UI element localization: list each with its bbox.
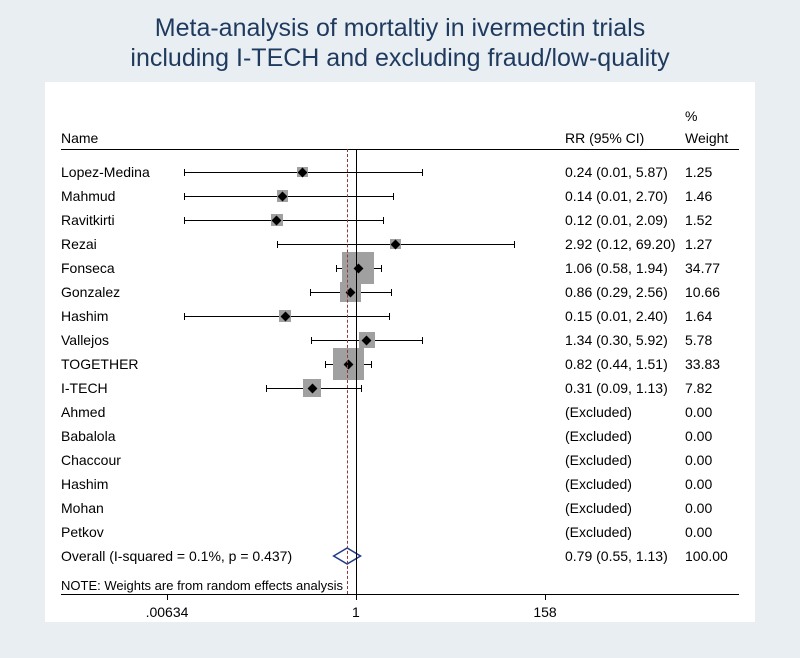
axis-label: 1 xyxy=(316,604,396,620)
axis-line xyxy=(167,594,545,595)
axis-label: .00634 xyxy=(127,604,207,620)
axis-label: 158 xyxy=(505,604,585,620)
note-text: NOTE: Weights are from random effects an… xyxy=(61,578,343,593)
ref-line-one xyxy=(356,149,357,594)
forest-plot-panel: NameRR (95% CI)%WeightLopez-Medina0.24 (… xyxy=(45,82,755,622)
axis-tick xyxy=(545,594,546,600)
overall-diamond xyxy=(45,82,755,622)
chart-title: Meta-analysis of mortaltiy in ivermectin… xyxy=(0,14,800,73)
effect-line xyxy=(347,149,348,594)
